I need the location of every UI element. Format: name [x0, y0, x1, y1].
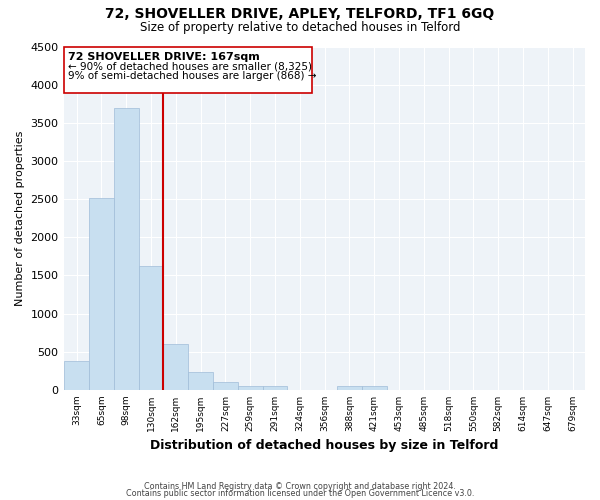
Bar [263, 386, 287, 390]
Bar [89, 198, 114, 390]
Text: Contains public sector information licensed under the Open Government Licence v3: Contains public sector information licen… [126, 489, 474, 498]
Y-axis label: Number of detached properties: Number of detached properties [15, 130, 25, 306]
Bar [114, 108, 139, 390]
Bar [163, 344, 188, 390]
Bar [337, 386, 362, 390]
Text: 72, SHOVELLER DRIVE, APLEY, TELFORD, TF1 6GQ: 72, SHOVELLER DRIVE, APLEY, TELFORD, TF1… [106, 8, 494, 22]
Bar [64, 48, 312, 93]
Bar [188, 372, 213, 390]
Text: ← 90% of detached houses are smaller (8,325): ← 90% of detached houses are smaller (8,… [68, 62, 312, 72]
X-axis label: Distribution of detached houses by size in Telford: Distribution of detached houses by size … [151, 440, 499, 452]
Text: 9% of semi-detached houses are larger (868) →: 9% of semi-detached houses are larger (8… [68, 71, 316, 81]
Bar [362, 386, 386, 390]
Bar [64, 361, 89, 390]
Bar [238, 386, 263, 390]
Text: Size of property relative to detached houses in Telford: Size of property relative to detached ho… [140, 21, 460, 34]
Bar [139, 266, 163, 390]
Bar [213, 382, 238, 390]
Text: Contains HM Land Registry data © Crown copyright and database right 2024.: Contains HM Land Registry data © Crown c… [144, 482, 456, 491]
Text: 72 SHOVELLER DRIVE: 167sqm: 72 SHOVELLER DRIVE: 167sqm [68, 52, 260, 62]
